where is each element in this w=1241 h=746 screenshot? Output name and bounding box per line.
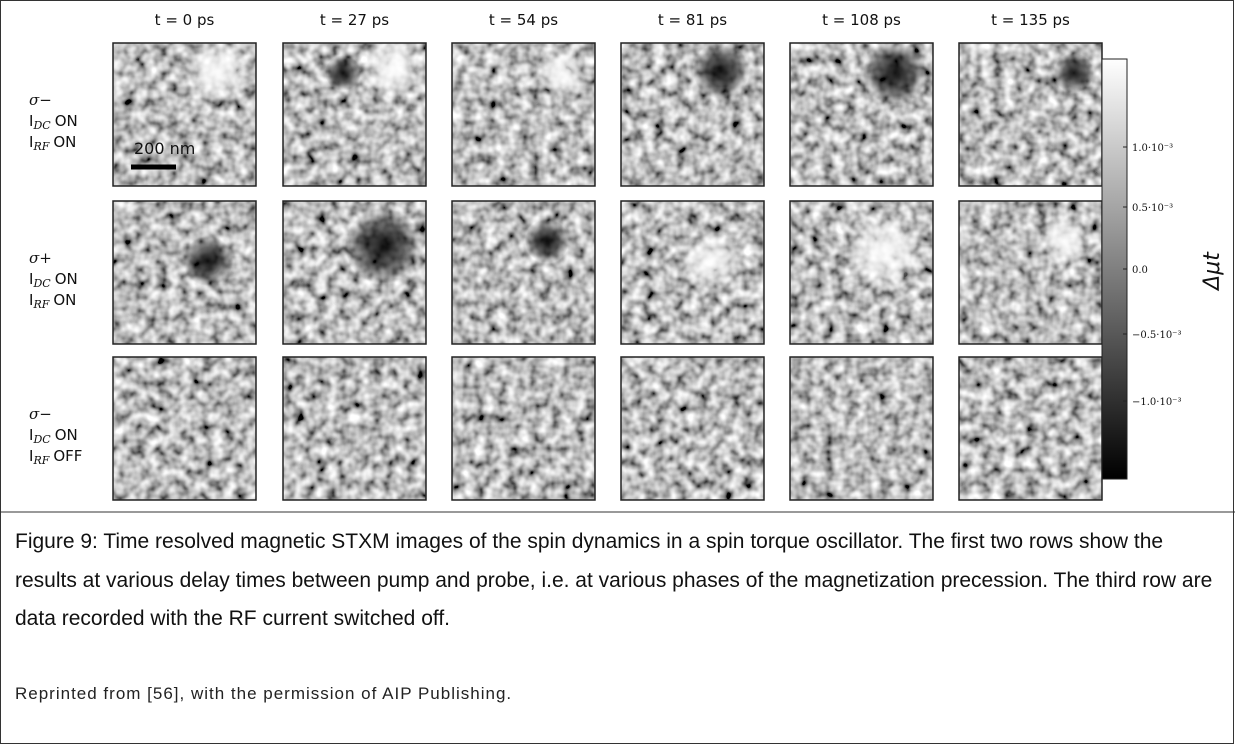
colorbar [1101,58,1128,480]
stxm-image [958,356,1103,501]
row-condition: IDC ON [29,112,78,132]
stxm-image [112,39,257,187]
current-symbol: I [29,112,33,130]
current-state: OFF [53,447,82,465]
stxm-image [958,200,1103,345]
stxm-image [789,41,934,187]
current-state: ON [55,426,78,444]
column-title: t = 54 ps [489,11,558,29]
stxm-image [958,42,1103,187]
current-symbol: I [29,270,33,288]
stxm-image [282,36,427,187]
stxm-image [620,200,765,345]
column-title: t = 81 ps [658,11,727,29]
colorbar-tick: −1.0·10⁻³ [1132,397,1181,408]
current-subscript: RF [32,454,49,467]
stxm-image [789,200,934,345]
colorbar-label: Δμt [1200,251,1225,292]
colorbar-tick: 0.0 [1132,265,1148,276]
current-state: ON [53,291,76,309]
stxm-image [451,200,596,345]
stxm-image [112,356,257,501]
current-subscript: DC [32,433,51,446]
figure: Δμt t = 0 ps t = 27 ps t = 54 ps t = 81 ps t… [1,11,1235,513]
current-state: ON [53,133,76,151]
stxm-image [620,42,765,187]
stxm-image [789,356,934,501]
current-state: ON [55,112,78,130]
column-title: t = 0 ps [155,11,215,29]
stxm-image [282,200,427,345]
credit: Reprinted from [56], with the permission… [15,684,513,703]
column-title: t = 135 ps [991,11,1070,29]
stxm-image [282,356,427,501]
current-subscript: DC [32,277,51,290]
colorbar-tick: 0.5·10⁻³ [1132,203,1173,214]
current-subscript: DC [32,119,51,132]
stxm-image [620,356,765,501]
column-title: t = 27 ps [320,11,389,29]
row-condition: IRF ON [29,291,76,311]
stxm-image [451,42,596,187]
current-symbol: I [29,426,33,444]
row-polarization: σ− [29,405,52,423]
row-polarization: σ− [29,91,52,109]
row-condition: IDC ON [29,270,78,290]
current-state: ON [55,270,78,288]
row-condition: IRF ON [29,133,76,153]
colorbar-tick: 1.0·10⁻³ [1132,143,1173,154]
current-symbol: I [29,291,33,309]
row-condition: IRF OFF [29,447,82,467]
current-symbol: I [29,133,33,151]
scale-bar-label: 200 nm [134,139,195,158]
caption: Figure 9: Time resolved magnetic STXM im… [15,530,1213,630]
row-polarization: σ+ [29,249,52,267]
stxm-image [451,356,596,501]
current-subscript: RF [32,298,49,311]
stxm-image [112,200,257,345]
row-condition: IDC ON [29,426,78,446]
column-title: t = 108 ps [822,11,901,29]
current-subscript: RF [32,140,49,153]
current-symbol: I [29,447,33,465]
colorbar-tick: −0.5·10⁻³ [1132,330,1181,341]
